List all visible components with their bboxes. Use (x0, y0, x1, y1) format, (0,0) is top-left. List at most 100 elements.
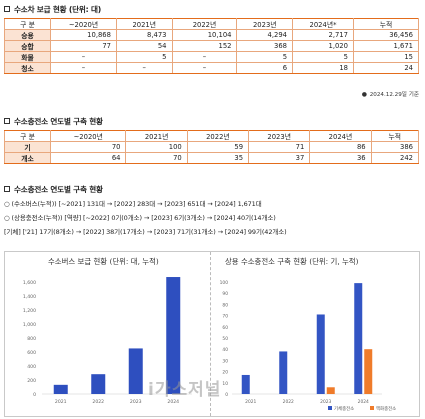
y-tick-label: 100 (220, 280, 229, 286)
column-header: 2022년 (186, 130, 250, 142)
column-header: 누적 (370, 130, 420, 142)
table-cell: – (171, 51, 238, 63)
row-label: 승용 (4, 29, 51, 41)
liquid-station-line: ○ (상용충전소(누적)) [역량] [~2022] 0기(0개소) → [20… (4, 214, 276, 222)
station-chart-title: 상용 수소충전소 구축 현황 (단위: 기, 누적) (225, 257, 359, 266)
y-tick-label: 0 (33, 392, 36, 398)
y-tick-label: 40 (222, 347, 228, 353)
section3-title: 수소충전소 연도별 구축 현황 (4, 184, 103, 195)
table-cell: 10,868 (50, 29, 117, 41)
table-cell: 59 (186, 141, 250, 153)
x-tick-label: 2023 (320, 399, 331, 405)
column-header: 2022년 (171, 18, 238, 30)
bar-2022 (91, 374, 106, 394)
x-tick-label: 2021 (55, 399, 67, 405)
y-tick-label: 60 (222, 325, 228, 331)
x-tick-label: 2022 (92, 399, 104, 405)
table-row: 화물 –5–5 5 15 (4, 51, 420, 63)
y-tick-label: 1,200 (23, 308, 36, 314)
table-cell: 5 (115, 51, 173, 63)
legend-label: 액화충전소 (376, 405, 396, 412)
column-header: 누적 (352, 18, 420, 30)
column-header: 2024년* (292, 18, 354, 30)
table-cell: 70 (49, 141, 127, 153)
table-row: 개소 64 70 35 37 36 242 (4, 152, 420, 164)
y-tick-label: 400 (27, 364, 36, 370)
charts-panel (4, 251, 420, 417)
table-cell: 64 (49, 152, 127, 164)
table-cell: 18 (292, 62, 354, 74)
y-tick-label: 80 (222, 302, 228, 308)
checkbox-bullet-icon (4, 186, 10, 192)
bar-기체충전소-2022 (279, 351, 288, 394)
y-tick-label: 20 (222, 370, 228, 376)
checkbox-bullet-icon (4, 6, 10, 12)
table-cell: 10,104 (171, 29, 238, 41)
table-cell: 36,456 (352, 29, 420, 41)
y-tick-label: 0 (225, 392, 228, 398)
table-row: 청소 – – –6 18 24 (4, 62, 420, 74)
table-cell: 24 (352, 62, 420, 74)
table-cell: 5 (292, 51, 354, 63)
y-tick-label: 600 (27, 350, 36, 356)
x-tick-label: 2024 (167, 399, 179, 405)
legend-swatch (370, 406, 374, 410)
bar-액화충전소-2023 (326, 387, 335, 394)
table-cell: 6 (236, 62, 294, 74)
column-header: 2021년 (115, 18, 173, 30)
station-table: 구 분 ~2020년 2021년 2022년 2023년 2024년 누적 기 70 100 59… (4, 130, 420, 164)
y-tick-label: 200 (27, 378, 36, 384)
y-tick-label: 1,400 (23, 294, 36, 300)
reference-date-note: ● 2024.12.29일 기준 (361, 91, 419, 98)
row-label: 기 (4, 141, 51, 153)
column-header: 구 분 (4, 130, 51, 142)
checkbox-bullet-icon (4, 118, 10, 124)
y-tick-label: 70 (222, 314, 228, 320)
table-cell: 2,717 (292, 29, 354, 41)
bar-2021 (53, 384, 68, 394)
column-header: 2023년 (236, 18, 294, 30)
section1-title: 수소차 보급 현황 (단위: 대) (4, 4, 101, 15)
section2-title: 수소충전소 연도별 구축 현황 (4, 116, 103, 127)
table-cell: 35 (186, 152, 250, 164)
chart-divider (210, 252, 211, 416)
table-cell: 4,294 (236, 29, 294, 41)
table-cell: 386 (370, 141, 420, 153)
column-header: 2021년 (125, 130, 188, 142)
table-cell: – (50, 51, 117, 63)
row-label: 개소 (4, 152, 51, 164)
table-cell: 37 (248, 152, 311, 164)
legend-label: 기체충전소 (334, 405, 354, 412)
table-cell: – (50, 62, 117, 74)
y-tick-label: 1,000 (23, 322, 36, 328)
watermark-logo: i가스저널 (148, 380, 222, 400)
row-label: 승합 (4, 40, 51, 52)
gas-station-line: [기체] ['21] 17기(8개소) → [2022] 38기(17개소) →… (4, 228, 287, 236)
bar-기체충전소-2021 (241, 374, 250, 394)
station-chart: 0 10 20 30 40 50 60 70 80 90 100 2021 2022 2023 2024 기체… (220, 280, 397, 412)
row-label: 청소 (4, 62, 51, 74)
table-cell: 368 (236, 40, 294, 52)
y-tick-label: 1,600 (23, 280, 36, 286)
y-tick-label: 30 (222, 358, 228, 364)
y-tick-label: 50 (222, 336, 228, 342)
table-row: 승합 77 54 152 368 1,020 1,671 (4, 40, 420, 52)
table-cell: 1,671 (352, 40, 420, 52)
bar-기체충전소-2024 (354, 283, 363, 394)
table-cell: 15 (352, 51, 420, 63)
x-tick-label: 2022 (283, 399, 294, 405)
bar-기체충전소-2023 (316, 314, 325, 394)
x-tick-label: 2024 (358, 399, 369, 405)
table-cell: 8,473 (115, 29, 173, 41)
table-cell: 77 (50, 40, 117, 52)
table-cell: 70 (125, 152, 188, 164)
bar-2024 (166, 277, 181, 394)
table-cell: 54 (115, 40, 173, 52)
legend-swatch (328, 406, 332, 410)
bus-progress-line: ○ (수소버스(누적)) [~2021] 131대 → [2022] 283대 … (4, 200, 262, 208)
table-cell: 86 (309, 141, 372, 153)
bus-chart-title: 수소버스 보급 현황 (단위: 대, 누적) (48, 257, 159, 266)
y-tick-label: 10 (222, 381, 228, 387)
table-cell: 242 (370, 152, 420, 164)
table-row: 기 70 100 59 71 86 386 (4, 141, 420, 153)
